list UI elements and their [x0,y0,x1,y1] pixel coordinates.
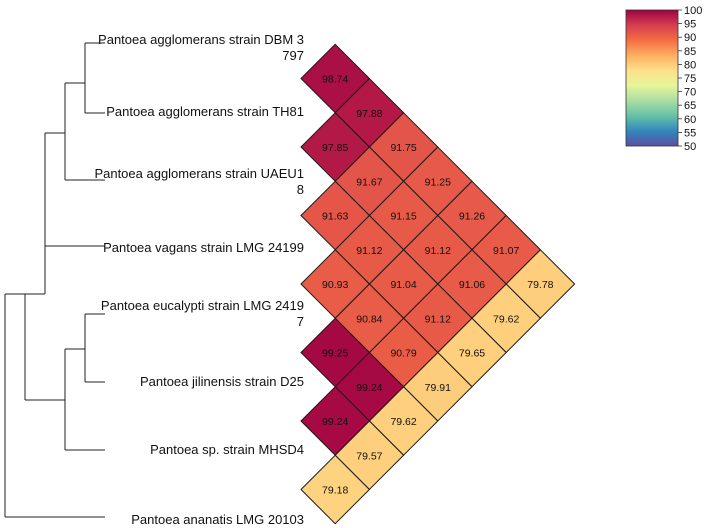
taxon-label: Pantoea vagans strain LMG 24199 [103,240,304,255]
heatmap-cell-value: 97.85 [322,142,348,154]
taxon-label: Pantoea agglomerans strain UAEU1 [94,166,304,181]
colorbar-gradient [625,9,679,147]
colorbar-tick-label: 75 [684,73,696,85]
heatmap-cell-value: 91.75 [390,142,416,154]
heatmap-cell-value: 79.18 [322,485,348,497]
taxon-label: Pantoea jilinensis strain D25 [140,374,304,389]
heatmap-cell-value: 91.26 [459,211,485,223]
taxon-label: 797 [282,48,304,63]
colorbar-tick-label: 80 [684,59,696,71]
heatmap-cell-value: 90.93 [322,279,348,291]
heatmap-cell-value: 79.57 [356,450,382,462]
colorbar-tick-label: 95 [684,19,696,31]
heatmap-cells: 98.74 97.88 97.85 91.75 91.67 91.25 91.63 91.15… [300,43,576,525]
colorbar-tick-label: 90 [684,32,696,44]
heatmap-cell-value: 91.12 [425,245,451,257]
taxon-label: Pantoea eucalypti strain LMG 2419 [101,298,304,313]
heatmap-cell-value: 91.15 [390,211,416,223]
heatmap-cell-value: 79.91 [425,382,451,394]
heatmap-cell-value: 91.04 [390,279,416,291]
heatmap-cell-value: 90.84 [356,313,382,325]
colorbar-tick-label: 100 [684,5,702,17]
heatmap-cell-value: 91.06 [459,279,485,291]
heatmap-cell-value: 91.07 [493,245,519,257]
heatmap-cell-value: 91.63 [322,211,348,223]
heatmap-cell-value: 79.65 [459,348,485,360]
colorbar-tick-label: 55 [684,127,696,139]
heatmap-cell-value: 99.24 [322,416,348,428]
colorbar-tick-label: 50 [684,141,696,153]
phylogenetic-tree [4,42,105,518]
colorbar-tick-label: 70 [684,87,696,99]
taxon-label: 8 [297,182,304,197]
heatmap-cell-value: 79.78 [527,279,553,291]
heatmap-cell-value: 91.67 [356,176,382,188]
heatmap-cell-value: 90.79 [390,348,416,360]
heatmap-cell-value: 91.12 [356,245,382,257]
heatmap-cell: 79.78 [505,249,576,319]
taxon-label: Pantoea ananatis LMG 20103 [131,512,304,527]
heatmap-cell: 79.18 [300,454,371,525]
heatmap-cell-value: 99.25 [322,348,348,360]
heatmap-cell-value: 98.74 [322,74,348,86]
heatmap-cell-value: 97.88 [356,108,382,120]
colorbar-tick-label: 65 [684,100,696,112]
heatmap-cell-value: 79.62 [390,416,416,428]
heatmap-cell-value: 79.62 [493,313,519,325]
taxon-label: Pantoea agglomerans strain TH81 [106,104,304,119]
taxon-label: Pantoea sp. strain MHSD4 [150,442,304,457]
taxon-label: Pantoea agglomerans strain DBM 3 [98,32,304,47]
colorbar-tick-label: 60 [684,114,696,126]
heatmap-cell-value: 91.12 [425,313,451,325]
taxon-label: 7 [297,314,304,329]
colorbar-tick-label: 85 [684,46,696,58]
heatmap-cell-value: 99.24 [356,382,382,394]
heatmap-cell-value: 91.25 [425,176,451,188]
heatmap-cell-diamond [300,454,371,525]
